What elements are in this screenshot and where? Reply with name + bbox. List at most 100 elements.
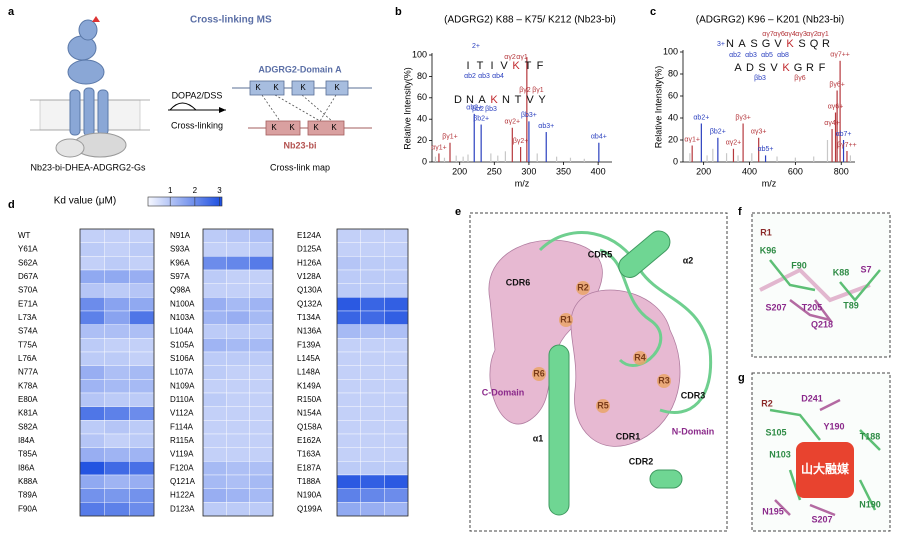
- heat-cell: [249, 283, 274, 298]
- heat-cell: [226, 324, 250, 339]
- residue: K: [300, 83, 306, 92]
- heat-cell: [384, 502, 409, 517]
- x-tick-label: 300: [521, 166, 536, 176]
- panel-letter: a: [8, 6, 15, 18]
- heat-cell: [79, 447, 105, 462]
- heat-cell: [249, 502, 274, 517]
- heat-cell: [104, 406, 130, 421]
- row-label: F139A: [297, 340, 321, 349]
- row-label: Q98A: [170, 286, 191, 295]
- colorbar-tick-label: 2: [193, 186, 198, 195]
- peak-label: αγ2+: [505, 119, 521, 126]
- heat-cell: [360, 392, 385, 407]
- y-tick-label: 40: [417, 114, 427, 124]
- heat-cell: [202, 324, 227, 339]
- heat-cell: [79, 256, 105, 271]
- heat-cell: [249, 379, 274, 394]
- colorbar-tick-label: 3: [217, 186, 222, 195]
- heat-cell: [360, 406, 385, 421]
- heat-cell: [129, 338, 155, 353]
- heat-cell: [384, 351, 409, 366]
- sequence-letter: V: [500, 60, 508, 72]
- heat-cell: [79, 488, 105, 503]
- heat-cell: [249, 351, 274, 366]
- heat-cell: [336, 447, 361, 462]
- sequence-letter: Y: [538, 94, 546, 106]
- fragment-label: αb2: [464, 73, 476, 80]
- y-tick-label: 0: [422, 156, 427, 166]
- heat-cell: [79, 228, 105, 243]
- heat-cell: [79, 433, 105, 448]
- heat-cell: [226, 502, 250, 517]
- panel-letter: b: [395, 6, 402, 18]
- row-label: T134A: [297, 313, 321, 322]
- heat-cell: [336, 502, 361, 517]
- sequence-letter: T: [515, 94, 522, 106]
- heat-cell: [226, 447, 250, 462]
- heat-cell: [249, 406, 274, 421]
- row-label: V112A: [170, 409, 194, 418]
- structure-label: R5: [597, 400, 609, 410]
- row-label: T89A: [18, 491, 38, 500]
- peak-label: αγ4+: [824, 120, 840, 127]
- structure-label: CDR1: [616, 431, 641, 441]
- heat-cell: [79, 297, 105, 312]
- heat-cell: [226, 351, 250, 366]
- x-tick-label: 600: [788, 166, 803, 176]
- heat-cell: [202, 474, 227, 489]
- row-label: R115A: [170, 436, 195, 445]
- residue-label: N195: [762, 506, 784, 516]
- heat-cell: [336, 433, 361, 448]
- heat-cell: [202, 379, 227, 394]
- fragment-label: αγ6: [773, 31, 785, 38]
- sequence-letter: R: [822, 38, 830, 50]
- sequence-letter: I: [466, 60, 469, 72]
- sequence-letter: K: [512, 60, 520, 72]
- heat-cell: [104, 365, 130, 380]
- heat-cell: [249, 256, 274, 271]
- residue: K: [273, 83, 279, 92]
- heat-cell: [129, 324, 155, 339]
- fragment-label: αb2: [729, 52, 741, 59]
- row-label: D67A: [18, 272, 39, 281]
- heat-cell: [226, 420, 250, 435]
- peak-label: αb4+: [591, 134, 607, 141]
- heat-cell: [384, 338, 409, 353]
- sequence-letter: V: [770, 62, 778, 74]
- heat-cell: [249, 269, 274, 284]
- heat-cell: [384, 365, 409, 380]
- heat-cell: [226, 488, 250, 503]
- heat-cell: [360, 297, 385, 312]
- heat-cell: [226, 242, 250, 257]
- row-label: WT: [18, 231, 31, 240]
- row-label: R150A: [297, 395, 322, 404]
- sequence-letter: S: [758, 62, 765, 74]
- peak-label: αb2+: [693, 114, 709, 121]
- heat-cell: [104, 310, 130, 325]
- heat-cell: [129, 365, 155, 380]
- sequence-letter: R: [806, 62, 814, 74]
- row-label: L73A: [18, 313, 37, 322]
- heat-cell: [129, 392, 155, 407]
- sequence-letter: N: [502, 94, 510, 106]
- fragment-label: αγ1: [516, 54, 528, 61]
- row-label: S74A: [18, 327, 38, 336]
- residue-label: D241: [801, 393, 823, 403]
- residue: K: [271, 123, 277, 132]
- heat-cell: [104, 228, 130, 243]
- heat-cell: [202, 310, 227, 325]
- fragment-label: αγ2: [504, 54, 516, 61]
- sequence-letter: D: [454, 94, 462, 106]
- heat-cell: [360, 338, 385, 353]
- x-tick-label: 400: [591, 166, 606, 176]
- heat-cell: [226, 338, 250, 353]
- residue: K: [334, 83, 340, 92]
- x-tick-label: 350: [556, 166, 571, 176]
- colorbar-title: Kd value (μM): [54, 196, 116, 207]
- heat-cell: [202, 283, 227, 298]
- sequence-letter: K: [782, 62, 790, 74]
- row-label: S62A: [18, 258, 38, 267]
- row-label: K96A: [170, 258, 190, 267]
- fragment-label: αγ2: [806, 31, 818, 38]
- panel-letter: e: [455, 206, 461, 218]
